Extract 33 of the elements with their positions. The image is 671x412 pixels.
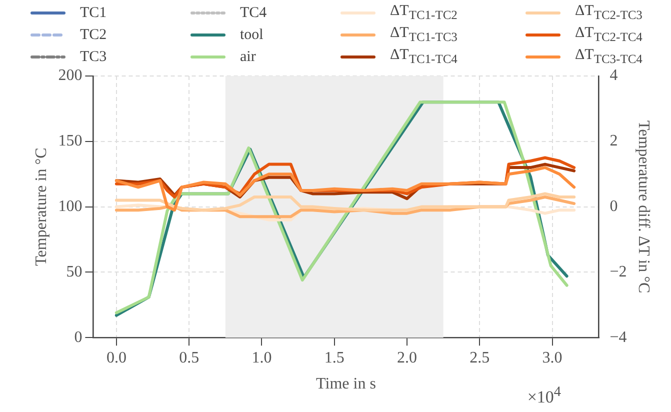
y2-tick-label: −4	[610, 328, 627, 346]
y2-tick-label: 2	[610, 132, 618, 150]
legend-label: TC1	[80, 4, 107, 22]
legend-label: ΔT$_{TC2-TC3}$	[575, 3, 642, 23]
y-tick-label: 50	[66, 263, 82, 280]
legend-label: ΔT$_{TC2-TC4}$	[575, 25, 642, 45]
y-tick-label: 150	[58, 132, 82, 150]
y2-tick-label: −2	[610, 263, 627, 280]
y-tick-label: 100	[58, 198, 82, 216]
legend-label: air	[240, 48, 256, 66]
y2-tick-label: 0	[610, 198, 618, 216]
y-tick-label: 0	[74, 328, 82, 346]
legend-label: ΔT$_{TC3-TC4}$	[575, 47, 642, 67]
x-axis-title: Time in s	[316, 376, 376, 393]
legend-label: TC3	[80, 48, 107, 66]
x-tick-label: 1.0	[252, 349, 272, 366]
legend-label: tool	[240, 26, 264, 44]
x-tick-label: 0.5	[179, 349, 200, 366]
text: ×10$^{4}$	[527, 384, 561, 408]
x-tick-label: 1.5	[324, 349, 344, 366]
y-tick-label: 200	[58, 67, 82, 84]
x-tick-label: 2.0	[397, 349, 418, 366]
legend-label: ΔT$_{TC1-TC3}$	[390, 25, 458, 45]
y2-tick-label: 4	[610, 67, 618, 84]
y-axis-title: Temperature in °C	[32, 148, 50, 266]
x-tick-label: 3.0	[542, 349, 562, 366]
legend-label: ΔT$_{TC1-TC4}$	[390, 47, 458, 67]
legend-label: ΔT$_{TC1-TC2}$	[390, 3, 458, 23]
legend-label: TC2	[80, 26, 107, 44]
x-tick-label: 2.5	[470, 349, 490, 366]
x-tick-label: 0.0	[106, 349, 126, 366]
legend-label: TC4	[240, 4, 267, 22]
y2-axis-title: Temperature diff. ΔT in °C	[635, 120, 652, 294]
